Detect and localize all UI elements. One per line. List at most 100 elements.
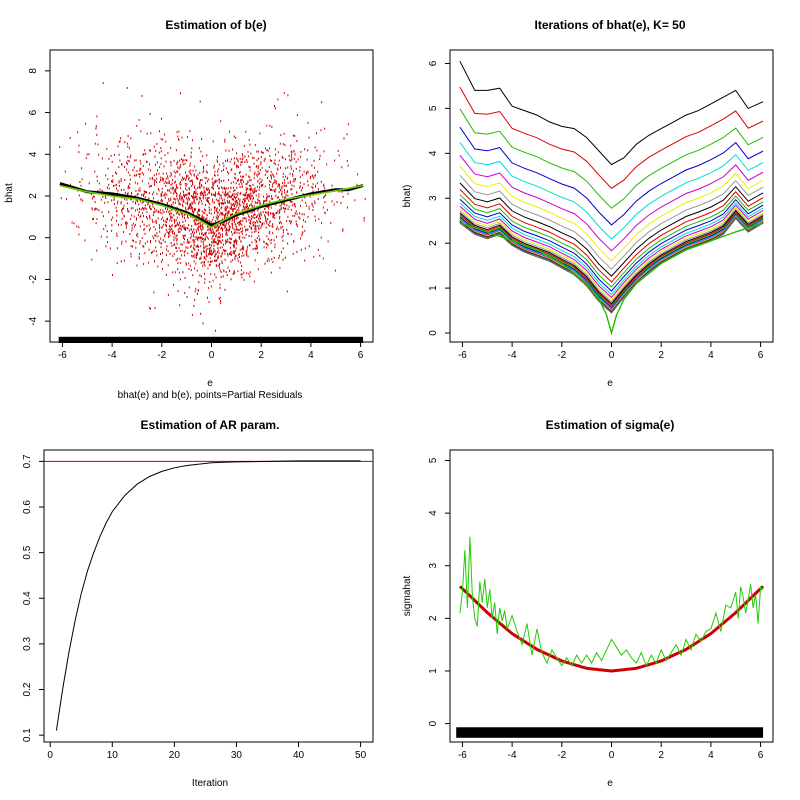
iteration-line [459,108,764,209]
y-tick-label: 0.1 [22,728,33,742]
rug-marks [58,336,364,343]
y-tick-label: 0 [428,330,439,336]
plot-frame [449,49,774,343]
plot-frame [449,449,774,743]
estimate-line [59,182,364,227]
x-tick-label: 4 [708,750,714,761]
y-tick-label: 0.2 [22,682,33,696]
x-tick-label: -2 [557,350,566,361]
x-tick-label: 0 [47,750,53,761]
x-axis: 0 10 20 30 40 50 [47,742,367,761]
y-tick-label: 0.7 [22,454,33,468]
x-tick-label: -2 [157,350,166,361]
y-axis-label: bhat [4,183,15,203]
iteration-line [459,206,764,301]
y-tick-label: 2 [428,615,439,621]
sigma-estimate-line [459,536,764,667]
y-axis: -4 -2 0 2 4 6 8 [28,68,50,326]
iteration-line [459,204,764,299]
chart-panel-b-estimation: Estimation of b(e) e bhat(e) and b(e), p… [4,18,374,401]
y-tick-label: 0.5 [22,545,33,559]
x-tick-label: 50 [355,750,367,761]
iteration-line [459,198,764,292]
iteration-line [459,188,764,283]
rug-marks [456,727,764,738]
y-tick-label: 4 [428,150,439,156]
x-axis: -6 -4 -2 0 2 4 6 [58,342,364,361]
true-function-line [59,184,364,229]
iteration-line [459,126,764,226]
x-tick-label: -2 [557,750,566,761]
iteration-line [459,165,764,262]
x-tick-label: 20 [169,750,181,761]
x-tick-label: 2 [658,750,664,761]
chart-panel-iterations: Iterations of bhat(e), K= 50 e bhat) -6 -… [402,18,774,389]
y-tick-label: 0 [28,234,39,240]
y-axis: 0 1 2 3 4 5 [428,457,450,726]
y-tick-label: 0.4 [22,591,33,605]
y-axis: 0 1 2 3 4 5 6 [428,60,450,336]
iteration-line [459,142,764,240]
iteration-lines [459,60,764,314]
x-tick-label: -6 [458,350,467,361]
x-axis-label: e [607,378,613,389]
x-tick-label: 6 [758,350,764,361]
iteration-line [459,86,764,189]
true-sigma-line [458,585,765,673]
ar-estimate-line [55,460,361,731]
y-tick-label: 1 [428,285,439,291]
y-axis-label: bhat) [402,185,413,208]
iteration-line [459,154,764,252]
y-tick-label: 4 [428,510,439,516]
chart-title: Iterations of bhat(e), K= 50 [534,18,685,32]
chart-title: Estimation of b(e) [165,18,266,32]
y-tick-label: 5 [428,457,439,463]
chart-title: Estimation of AR param. [141,418,280,432]
y-tick-label: 4 [28,151,39,157]
x-tick-label: 6 [758,750,764,761]
x-tick-label: 30 [231,750,243,761]
x-tick-label: -4 [108,350,117,361]
chart-panel-sigma: Estimation of sigma(e) e sigmahat -6 -4 -2… [402,418,774,789]
x-tick-label: 4 [708,350,714,361]
x-tick-label: 40 [293,750,305,761]
x-tick-label: 2 [258,350,264,361]
x-tick-label: -4 [508,750,517,761]
x-tick-label: 4 [308,350,314,361]
x-tick-label: -6 [58,350,67,361]
chart-panel-ar-param: Estimation of AR param. Iteration 0 10 20 3… [22,418,374,789]
y-tick-label: 1 [428,668,439,674]
iteration-line [459,174,764,270]
iteration-line [459,60,764,166]
y-tick-label: 0 [428,720,439,726]
y-tick-label: 8 [28,68,39,74]
y-tick-label: 3 [428,195,439,201]
x-axis-label: e [607,778,613,789]
y-tick-label: 6 [28,109,39,115]
iteration-line [459,182,764,277]
x-tick-label: 0 [209,350,215,361]
y-tick-label: 3 [428,563,439,569]
y-axis-label: sigmahat [402,575,413,616]
y-tick-label: 0.3 [22,637,33,651]
iteration-line [459,201,764,296]
x-axis-label: Iteration [192,778,228,789]
x-tick-label: 0 [609,750,615,761]
chart-title: Estimation of sigma(e) [546,418,675,432]
x-tick-label: -6 [458,750,467,761]
y-tick-label: 0.6 [22,500,33,514]
x-tick-label: 10 [107,750,119,761]
y-tick-label: 5 [428,105,439,111]
y-tick-label: 2 [28,193,39,199]
x-axis-label: e [207,378,213,389]
plot-frame [43,449,374,743]
iteration-line [459,211,764,306]
y-tick-label: 6 [428,60,439,66]
y-tick-label: -2 [28,275,39,284]
x-tick-label: 0 [609,350,615,361]
y-tick-label: 2 [428,240,439,246]
x-axis: -6 -4 -2 0 2 4 6 [458,742,764,761]
y-axis: 0.1 0.2 0.3 0.4 0.5 0.6 0.7 [22,454,44,742]
partial-residual-points [59,82,366,332]
